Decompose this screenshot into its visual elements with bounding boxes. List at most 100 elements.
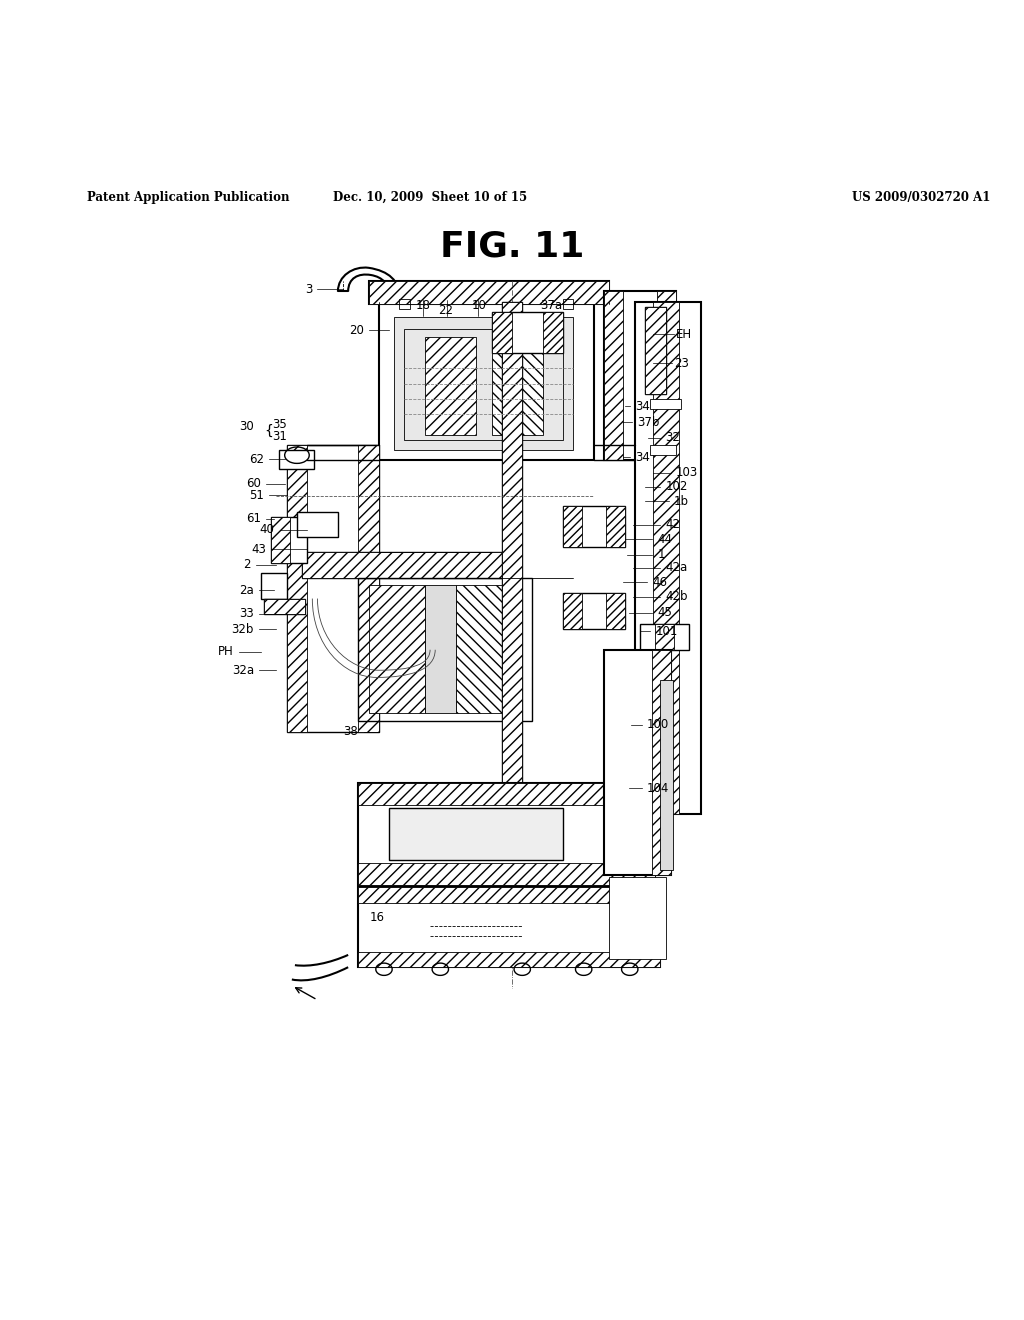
- Text: Dec. 10, 2009  Sheet 10 of 15: Dec. 10, 2009 Sheet 10 of 15: [333, 190, 527, 203]
- Bar: [271, 516, 290, 562]
- Bar: [358, 578, 532, 722]
- Text: Patent Application Publication: Patent Application Publication: [87, 190, 290, 203]
- Bar: [606, 507, 625, 548]
- Bar: [404, 329, 563, 440]
- Bar: [379, 301, 594, 461]
- Bar: [369, 281, 609, 304]
- Bar: [563, 594, 582, 630]
- Bar: [297, 512, 338, 537]
- Bar: [660, 681, 673, 870]
- Bar: [492, 312, 512, 352]
- Bar: [657, 292, 676, 461]
- Text: 18: 18: [416, 298, 430, 312]
- Text: 31: 31: [271, 430, 287, 444]
- Text: FIG. 11: FIG. 11: [440, 230, 584, 263]
- Text: 103: 103: [676, 466, 698, 479]
- Bar: [287, 445, 379, 731]
- Text: 60: 60: [246, 478, 261, 490]
- Text: 10: 10: [472, 298, 486, 312]
- Text: 1b: 1b: [674, 495, 689, 508]
- Text: 22: 22: [438, 304, 453, 317]
- Bar: [563, 298, 573, 309]
- Text: 44: 44: [657, 533, 673, 545]
- Text: 51: 51: [249, 488, 264, 502]
- Text: {: {: [264, 424, 273, 438]
- Text: 37a: 37a: [540, 298, 562, 312]
- Bar: [609, 876, 666, 960]
- Bar: [606, 594, 625, 630]
- Bar: [563, 507, 625, 548]
- Bar: [264, 598, 305, 614]
- Text: 46: 46: [652, 576, 668, 589]
- Text: 34: 34: [635, 400, 650, 413]
- Text: 37b: 37b: [637, 416, 659, 429]
- Text: US 2009/0302720 A1: US 2009/0302720 A1: [852, 190, 991, 203]
- Bar: [492, 312, 563, 352]
- Text: 42b: 42b: [666, 590, 688, 603]
- Bar: [492, 338, 543, 434]
- Text: 3: 3: [305, 282, 312, 296]
- Text: 100: 100: [647, 718, 670, 731]
- Bar: [394, 317, 573, 450]
- Bar: [563, 594, 625, 630]
- Bar: [369, 281, 609, 304]
- Text: 62: 62: [249, 453, 264, 466]
- Text: 23: 23: [674, 356, 689, 370]
- Text: 32b: 32b: [231, 623, 254, 636]
- Text: 104: 104: [647, 781, 670, 795]
- Bar: [502, 301, 522, 813]
- Bar: [635, 301, 701, 813]
- Bar: [604, 649, 671, 875]
- Bar: [279, 450, 314, 469]
- Bar: [358, 887, 660, 968]
- Text: 45: 45: [657, 606, 673, 619]
- Text: 38: 38: [344, 725, 358, 738]
- Bar: [563, 507, 582, 548]
- Bar: [264, 598, 305, 614]
- Text: 2a: 2a: [240, 583, 254, 597]
- Bar: [640, 624, 689, 649]
- Bar: [653, 301, 679, 813]
- Text: 1: 1: [657, 548, 665, 561]
- Text: 102: 102: [666, 480, 688, 494]
- Bar: [645, 306, 666, 393]
- Text: 16: 16: [370, 911, 384, 924]
- Bar: [604, 292, 676, 461]
- Bar: [287, 445, 307, 731]
- Bar: [358, 445, 379, 731]
- Bar: [369, 585, 425, 713]
- Text: 43: 43: [251, 543, 266, 556]
- Text: 33: 33: [240, 607, 254, 620]
- Bar: [399, 298, 410, 309]
- Text: 20: 20: [348, 323, 364, 337]
- Bar: [358, 783, 655, 886]
- Text: 61: 61: [246, 512, 261, 525]
- Bar: [543, 312, 563, 352]
- Text: 34: 34: [635, 450, 650, 463]
- Text: 101: 101: [655, 624, 678, 638]
- Bar: [655, 624, 674, 649]
- Text: 42a: 42a: [666, 561, 688, 574]
- Bar: [261, 573, 287, 598]
- Bar: [358, 863, 655, 886]
- Text: 32a: 32a: [231, 664, 254, 677]
- Bar: [425, 338, 476, 434]
- Bar: [271, 516, 307, 562]
- Text: 42: 42: [666, 519, 681, 532]
- Bar: [425, 585, 456, 713]
- Text: 40: 40: [259, 524, 274, 536]
- Bar: [358, 952, 660, 968]
- Text: EH: EH: [676, 327, 692, 341]
- Bar: [604, 292, 623, 461]
- Text: 35: 35: [272, 418, 287, 430]
- Bar: [358, 887, 660, 903]
- Bar: [652, 649, 671, 875]
- Bar: [302, 553, 517, 578]
- Bar: [650, 445, 676, 455]
- Text: 30: 30: [240, 420, 254, 433]
- Bar: [389, 808, 563, 859]
- Text: 32: 32: [666, 432, 681, 445]
- Text: 2: 2: [244, 558, 251, 572]
- Text: PH: PH: [218, 645, 233, 659]
- Bar: [358, 783, 655, 805]
